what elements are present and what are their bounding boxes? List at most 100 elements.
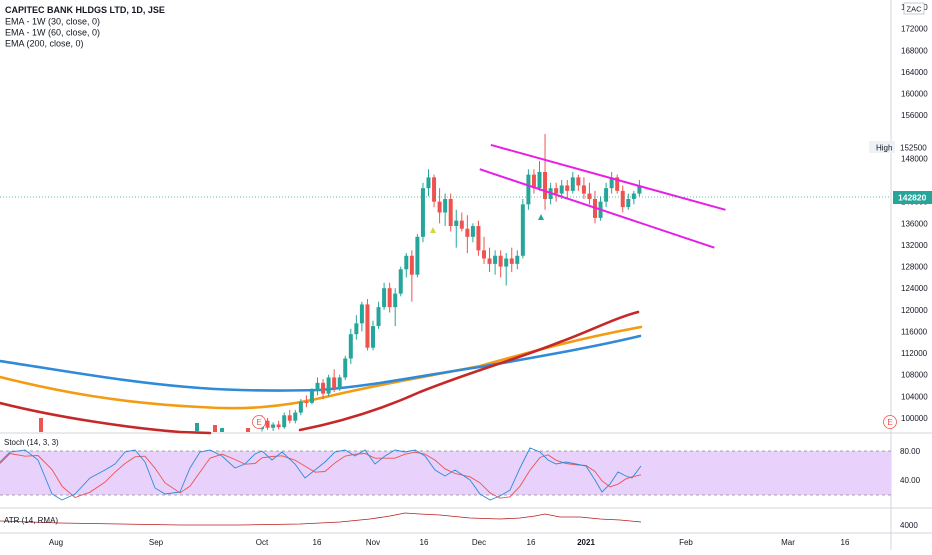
high-value: 152500 (900, 144, 927, 153)
time-tick-label: Nov (366, 538, 380, 547)
candle-body (343, 358, 348, 378)
channel-lower-line[interactable] (479, 168, 715, 249)
candle-body (337, 377, 342, 389)
candle-body (213, 425, 217, 432)
time-tick-label: Sep (149, 538, 164, 547)
last-price-badge (893, 191, 932, 204)
candle-body (487, 258, 492, 264)
candle-body (415, 236, 420, 275)
stoch-label: Stoch (14, 3, 3) (4, 438, 59, 447)
price-tick-label: 100000 (901, 414, 928, 423)
candle-body (382, 288, 387, 308)
price-tick-label: 120000 (901, 306, 928, 315)
candle-body (398, 269, 403, 294)
time-tick-label: Aug (49, 538, 63, 547)
candle-body (626, 198, 631, 208)
candle-body (293, 412, 298, 421)
price-tick-label: 160000 (901, 90, 928, 99)
time-tick-label: Dec (472, 538, 486, 547)
channel-layer[interactable] (479, 143, 726, 249)
atr-tick: 4000 (900, 521, 918, 530)
atr-line (0, 512, 642, 526)
candle-body (482, 250, 486, 259)
price-tick-label: 164000 (901, 68, 928, 77)
earnings-marker-right[interactable] (883, 415, 897, 429)
price-tick-label: 172000 (901, 25, 928, 34)
candle-body (604, 188, 609, 202)
last-price-value: 142820 (898, 193, 927, 203)
stoch-tick-40: 40.00 (900, 476, 921, 485)
candle-body (581, 185, 586, 194)
time-tick-label: 2021 (577, 538, 595, 547)
price-ticks: 100000 104000 108000 112000 116000 120000 1240… (901, 3, 928, 423)
high-label: High (876, 144, 892, 153)
earnings-marker-label: E (256, 418, 261, 427)
candle-body (298, 401, 303, 413)
price-tick-label: 136000 (901, 219, 928, 228)
candle-body (565, 185, 570, 191)
price-tick-label: 148000 (901, 154, 928, 163)
candle-body (493, 255, 498, 264)
candle-body (476, 226, 481, 251)
ema60-line (0, 334, 642, 392)
candle-body (631, 193, 636, 199)
legend-title: CAPITEC BANK HLDGS LTD, 1D, JSE (5, 5, 165, 15)
legend-ema30: EMA - 1W (30, close, 0) (5, 17, 100, 27)
currency-badge-box[interactable] (903, 2, 925, 15)
candle-body (515, 255, 520, 264)
legend-ema60: EMA - 1W (60, close, 0) (5, 28, 100, 38)
candle-body (537, 171, 542, 189)
ema30-line (0, 325, 643, 410)
candle-body (304, 401, 309, 403)
price-tick-label: 116000 (901, 327, 928, 336)
candle-body (531, 174, 536, 189)
candle-body (287, 415, 292, 421)
stoch-band-fill (0, 451, 891, 495)
high-label-box (869, 141, 895, 153)
candle-body (39, 418, 43, 432)
candle-body (365, 304, 370, 348)
time-ticks: Aug Sep Oct 16 Nov 16 Dec 16 2021 Feb Mar 16 (49, 538, 850, 547)
candle-body (271, 424, 276, 428)
candle-body (554, 188, 559, 194)
stoch-k-line (0, 447, 642, 501)
candle-body (315, 382, 320, 391)
candle-body (332, 377, 337, 389)
candle-body (246, 428, 250, 432)
candle-body (459, 220, 464, 229)
candle-body (282, 415, 287, 428)
price-tick-label: 112000 (901, 349, 928, 358)
candle-body (559, 185, 564, 194)
candle-body (309, 390, 314, 403)
candle-body (432, 177, 437, 202)
candle-body (376, 307, 381, 327)
candle-body (437, 201, 442, 213)
price-tick-label: 132000 (901, 241, 928, 250)
currency-badge: ZAC (907, 5, 923, 14)
time-tick-label: Oct (256, 538, 269, 547)
candle-body (587, 193, 592, 199)
atr-label: ATR (14, RMA) (4, 516, 58, 525)
ema-layer (0, 310, 643, 435)
candle-body (637, 186, 642, 194)
stoch-d-line (0, 451, 642, 499)
candle-body (426, 177, 431, 189)
price-tick-label: 124000 (901, 284, 928, 293)
earnings-marker[interactable] (252, 415, 266, 429)
candle-body (504, 258, 509, 267)
candle-body (220, 428, 224, 432)
channel-upper-line[interactable] (490, 143, 726, 211)
candle-body (543, 171, 548, 199)
signal-triangle (430, 227, 436, 233)
candle-body (470, 226, 475, 237)
candle-body (526, 174, 531, 205)
candle-body (321, 382, 326, 394)
price-tick-label: 104000 (901, 392, 928, 401)
candle-body (420, 188, 425, 237)
candle-body (348, 334, 353, 359)
price-tick-label: 128000 (901, 263, 928, 272)
candle-body (404, 255, 409, 270)
time-tick-label: Mar (781, 538, 795, 547)
